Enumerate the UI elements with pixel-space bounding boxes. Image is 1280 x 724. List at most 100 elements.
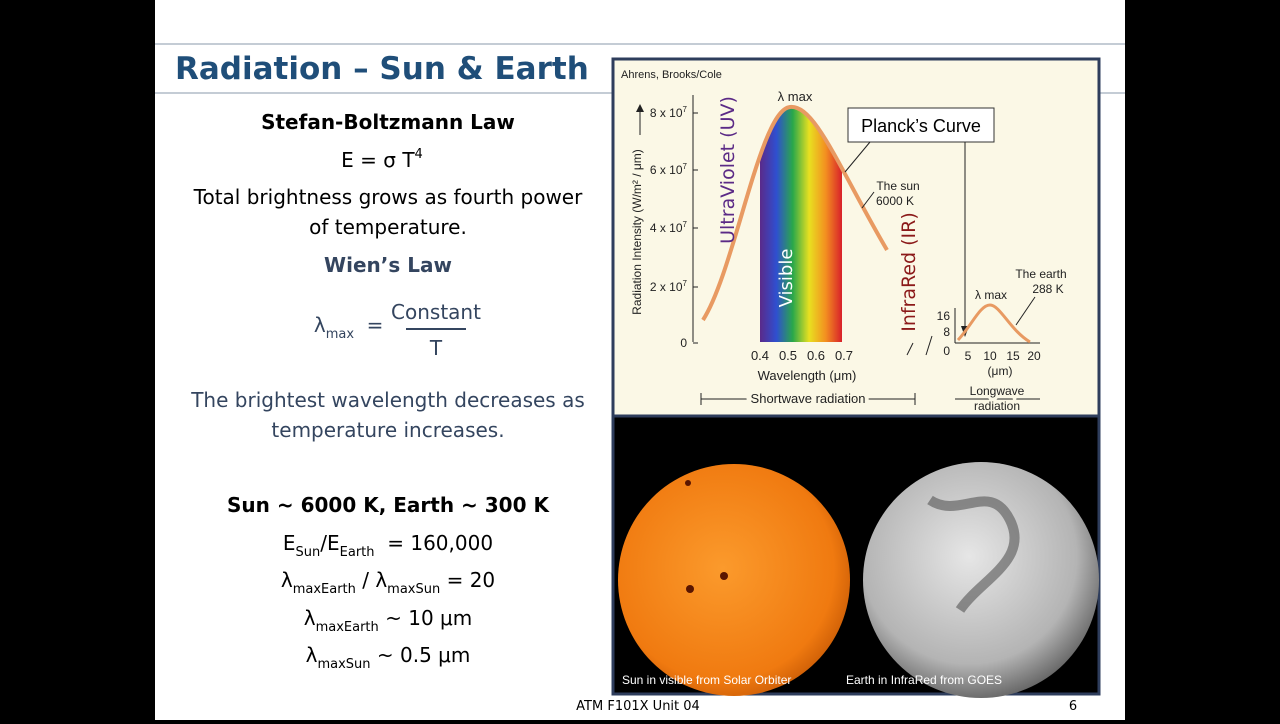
formula: λmax xyxy=(314,313,354,342)
tick-exponent: 7 xyxy=(683,279,688,288)
ir-label: InfraRed (IR) xyxy=(898,212,920,332)
text-line: Total brightness grows as fourth power xyxy=(193,185,583,209)
range-label: Shortwave radiation xyxy=(751,391,866,406)
title: Radiation – Sun & Earth xyxy=(175,51,589,87)
earth-y-tick-label: 0 xyxy=(943,344,950,358)
formula-sub: maxEarth xyxy=(293,582,356,597)
x-ticks: 0.4 0.5 0.6 0.7 xyxy=(751,348,853,363)
formula-part: /E xyxy=(320,531,339,555)
x-tick-label: 0.4 xyxy=(751,348,769,363)
formula: E = σ T4 xyxy=(341,147,423,172)
earth-unit: (μm) xyxy=(988,364,1013,378)
tick-exponent: 7 xyxy=(683,105,688,114)
numerator: Constant xyxy=(391,300,481,324)
sun-label: 6000 K xyxy=(876,194,914,208)
earth-label: 288 K xyxy=(1032,282,1063,296)
earth-y-tick-label: 8 xyxy=(943,325,950,339)
page-number: 6 xyxy=(1069,699,1077,714)
formula-part: λ xyxy=(304,606,316,630)
formula-part: λ xyxy=(314,313,326,337)
earth-x-tick-label: 15 xyxy=(1006,349,1020,363)
formula-part: = 20 xyxy=(440,568,495,592)
formula-equals: = xyxy=(367,313,384,337)
tick-mantissa: 8 x 10 xyxy=(650,106,683,120)
caption: Earth in InfraRed from GOES xyxy=(846,673,1002,687)
earth-y-tick-label: 16 xyxy=(937,309,951,323)
formula-part: λ xyxy=(306,643,318,667)
y-axis-label: Radiation Intensity (W/m² / μm) xyxy=(630,149,644,315)
sunspot xyxy=(686,585,694,593)
tick-mantissa: 2 x 10 xyxy=(650,280,683,294)
pointer xyxy=(844,141,871,173)
peak-label: λ max xyxy=(975,288,1007,302)
tick-mantissa: 0 xyxy=(680,336,687,350)
earth-x-tick-label: 20 xyxy=(1027,349,1041,363)
y-tick-label: 4 x 107 xyxy=(650,220,688,235)
sunspot xyxy=(685,480,691,486)
cloud-pattern xyxy=(927,495,1020,613)
earth-x-tick-label: 10 xyxy=(983,349,997,363)
text-line: The brightest wavelength decreases as xyxy=(190,388,585,412)
callout: Planck’s Curve xyxy=(861,116,981,136)
pointer xyxy=(1015,296,1036,326)
formula-sub: Sun xyxy=(296,545,321,560)
heading: Sun ~ 6000 K, Earth ~ 300 K xyxy=(227,493,550,517)
tick-mantissa: 6 x 10 xyxy=(650,163,683,177)
formula-part: λ xyxy=(281,568,293,592)
x-tick-label: 0.7 xyxy=(835,348,853,363)
formula: λmaxEarth / λmaxSun = 20 xyxy=(281,568,495,597)
formula: ESun/EEarth = 160,000 xyxy=(283,531,493,560)
tick-exponent: 7 xyxy=(683,162,688,171)
peak-label: λ max xyxy=(778,89,813,104)
formula-sub: maxEarth xyxy=(316,620,379,635)
axis-break xyxy=(925,335,933,356)
credit: Ahrens, Brooks/Cole xyxy=(621,69,722,81)
tick-exponent: 7 xyxy=(683,220,688,229)
formula: λmaxSun ~ 0.5 μm xyxy=(306,643,471,672)
planck-curve xyxy=(701,104,889,322)
denominator: T xyxy=(429,336,443,360)
heading: Stefan-Boltzmann Law xyxy=(261,110,515,134)
formula-part: = 160,000 xyxy=(375,531,494,555)
formula-sub: Earth xyxy=(340,545,375,560)
axis-break xyxy=(906,342,914,356)
footer: ATM F101X Unit 04 xyxy=(576,699,700,714)
arrowhead xyxy=(636,104,644,112)
x-axis-label: Wavelength (μm) xyxy=(758,368,857,383)
formula-part: / λ xyxy=(356,568,387,592)
visible-label: Visible xyxy=(776,249,797,308)
earth-label: The earth xyxy=(1015,267,1066,281)
pointer xyxy=(861,191,875,209)
y-tick-label: 8 x 107 xyxy=(650,105,688,120)
x-tick-label: 0.6 xyxy=(807,348,825,363)
tick-mantissa: 4 x 10 xyxy=(650,221,683,235)
range-label: radiation xyxy=(974,399,1020,413)
formula-sub: maxSun xyxy=(387,582,440,597)
y-tick-label: 0 xyxy=(680,336,687,350)
y-tick-label: 6 x 107 xyxy=(650,162,688,177)
earth-x-tick-label: 5 xyxy=(965,349,972,363)
text-line: temperature increases. xyxy=(271,418,504,442)
formula-part: E xyxy=(283,531,296,555)
formula-part: E = σ T xyxy=(341,148,415,172)
sunspot xyxy=(720,572,728,580)
formula-sub: max xyxy=(326,327,355,342)
caption: Sun in visible from Solar Orbiter xyxy=(622,673,791,687)
heading: Wien’s Law xyxy=(324,253,452,277)
formula: λmaxEarth ~ 10 μm xyxy=(304,606,473,635)
text-line: of temperature. xyxy=(309,215,467,239)
sun-image xyxy=(618,464,850,696)
formula-sup: 4 xyxy=(415,147,423,162)
formula-part: ~ 10 μm xyxy=(379,606,473,630)
formula-sub: maxSun xyxy=(317,657,370,672)
x-tick-label: 0.5 xyxy=(779,348,797,363)
range-label: Longwave xyxy=(970,384,1025,398)
earth-image xyxy=(863,462,1099,698)
uv-label: UltraViolet (UV) xyxy=(717,96,739,244)
callout-box xyxy=(847,107,995,143)
y-tick-label: 2 x 107 xyxy=(650,279,688,294)
earth-ticks: 16 8 0 5 10 15 20 xyxy=(937,309,1041,363)
